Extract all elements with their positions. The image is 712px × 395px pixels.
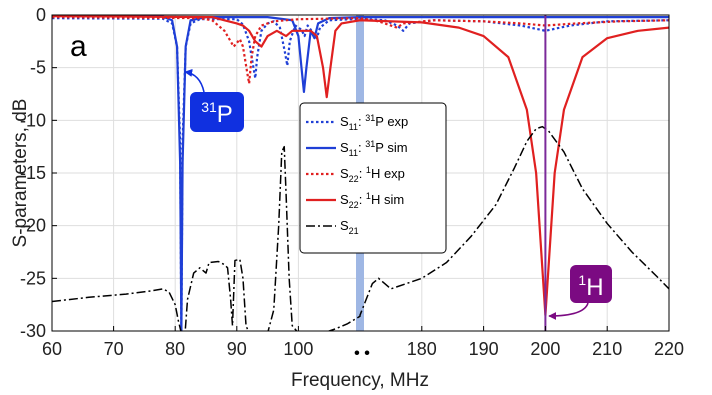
legend-box xyxy=(299,102,447,254)
annotation-31p-sup: 31 xyxy=(201,99,217,115)
axis-break-symbol: • • xyxy=(354,345,370,362)
y-axis-label: S-parameters, dB xyxy=(10,99,31,248)
x-tick-label: 180 xyxy=(407,339,437,359)
series-line-2 xyxy=(52,16,669,85)
x-tick-label: 90 xyxy=(227,339,247,359)
x-tick-label: 100 xyxy=(283,339,313,359)
x-axis-label: Frequency, MHz xyxy=(291,370,429,391)
y-tick-label: -15 xyxy=(20,163,46,183)
x-tick-label: 70 xyxy=(104,339,124,359)
legend-label-0: S11: 31P exp xyxy=(340,113,408,132)
axis-ticks: 60 70 80 90 100 180 190 200 210 220 0 -5 -10 -15 -20 -2… xyxy=(20,5,684,359)
x-tick-label: 190 xyxy=(469,339,499,359)
y-tick-label: -10 xyxy=(20,110,46,130)
legend-label-3: S22: 1H sim xyxy=(340,191,404,210)
annotation-1h-box xyxy=(570,265,612,303)
annotation-1h: 1H xyxy=(548,265,612,320)
x-tick-label: 210 xyxy=(592,339,622,359)
y-tick-label: -5 xyxy=(30,58,46,78)
annotation-31p-base: P xyxy=(217,101,233,128)
svg-text:1H: 1H xyxy=(578,272,603,301)
y-tick-label: -20 xyxy=(20,216,46,236)
svg-text:31P: 31P xyxy=(201,99,233,128)
x-tick-label: 220 xyxy=(654,339,684,359)
annotation-1h-base: H xyxy=(586,274,603,301)
x-tick-label: 80 xyxy=(165,339,185,359)
annotation-1h-sup: 1 xyxy=(578,272,586,288)
x-tick-label: 60 xyxy=(42,339,62,359)
annotation-31p-arrow xyxy=(184,68,205,93)
y-tick-label: 0 xyxy=(36,5,46,25)
legend-label-2: S22: 1H exp xyxy=(340,165,405,184)
series-layer xyxy=(52,15,669,331)
x-tick-label: 200 xyxy=(530,339,560,359)
legend: S11: 31P exp S11: 31P sim S22: 1H exp S22: … xyxy=(299,102,447,254)
annotation-31p-box xyxy=(190,92,244,132)
series-line-4 xyxy=(52,125,669,331)
annotation-1h-arrow xyxy=(548,302,589,320)
annotation-31p: 31P xyxy=(184,68,244,132)
series-line-3 xyxy=(52,15,669,317)
legend-label-1: S11: 31P sim xyxy=(340,139,408,158)
legend-label-4: S21 xyxy=(340,218,359,236)
y-tick-label: -25 xyxy=(20,268,46,288)
panel-label: a xyxy=(70,30,87,63)
y-tick-label: -30 xyxy=(20,321,46,341)
